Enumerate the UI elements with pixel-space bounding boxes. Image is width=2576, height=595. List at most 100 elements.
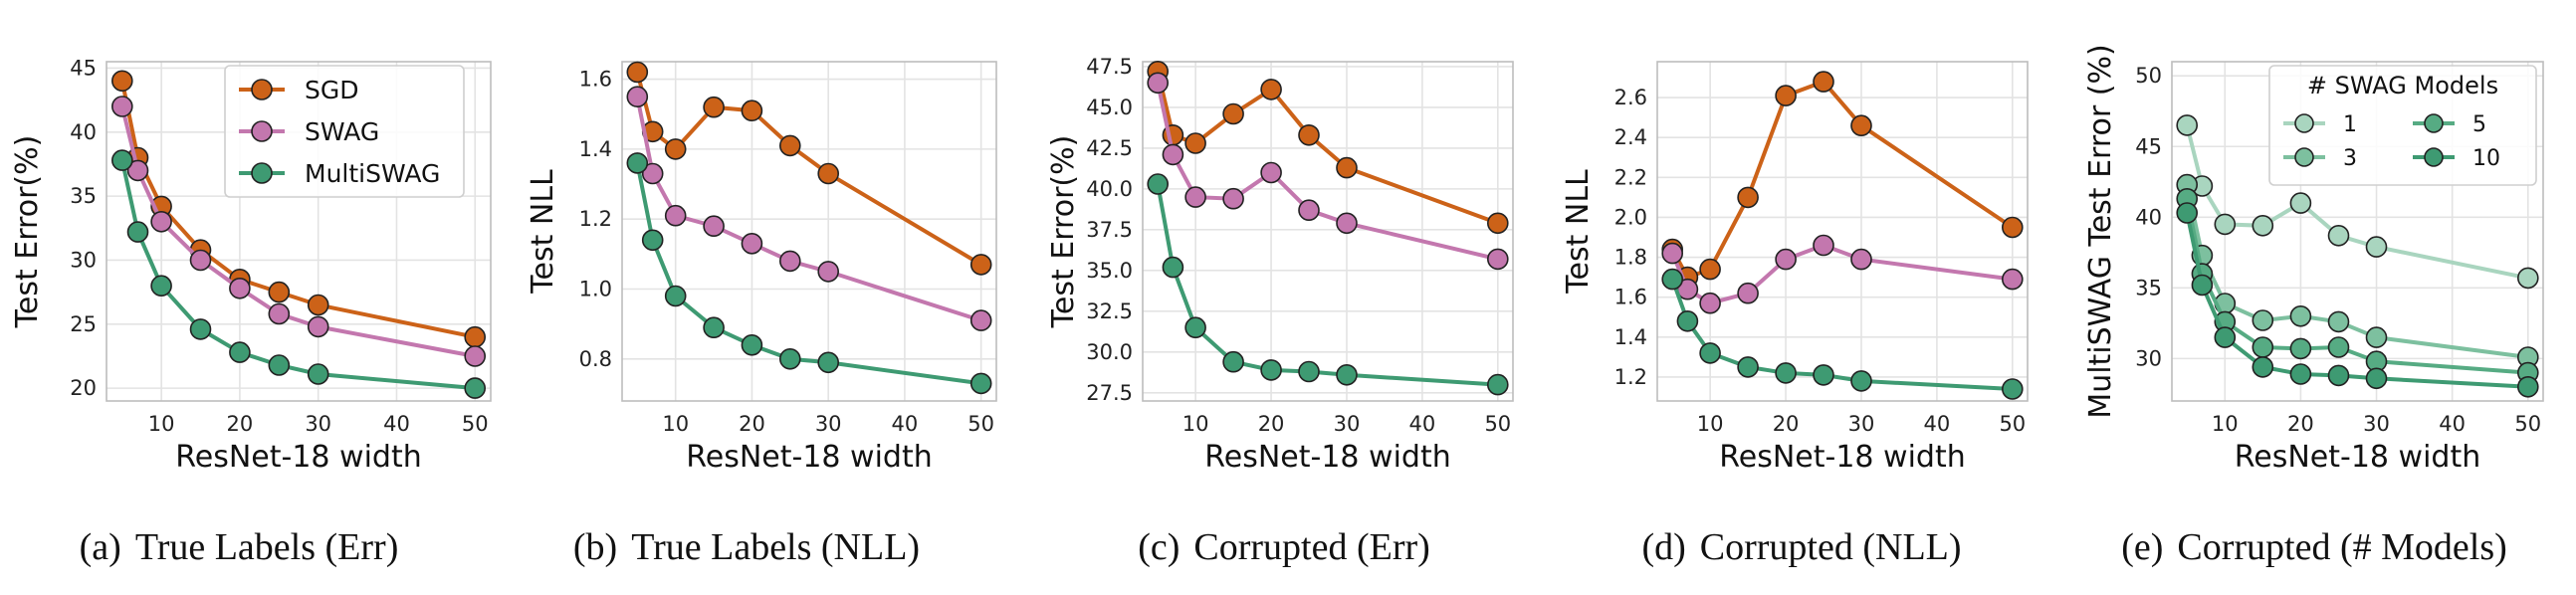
data-point bbox=[307, 315, 329, 338]
legend-marker bbox=[2424, 113, 2444, 133]
x-tick-label: 10 bbox=[1182, 412, 1209, 436]
data-point bbox=[2214, 326, 2237, 348]
x-tick-label: 20 bbox=[1773, 412, 1800, 436]
data-point bbox=[1184, 316, 1206, 339]
data-point bbox=[1699, 342, 1721, 364]
y-axis-label: Test Error(%) bbox=[1046, 135, 1081, 329]
data-point bbox=[1699, 292, 1721, 314]
y-tick-label: 45 bbox=[2135, 134, 2162, 158]
subfigure-caption: (b) True Labels (NLL) bbox=[573, 526, 920, 568]
data-point bbox=[1222, 187, 1244, 210]
data-point bbox=[1813, 71, 1834, 93]
x-axis-label: ResNet-18 width bbox=[1719, 440, 1965, 475]
x-tick-label: 40 bbox=[892, 412, 919, 436]
data-point bbox=[1222, 102, 1244, 125]
data-point bbox=[2252, 336, 2274, 358]
subfigure-caption: (e) Corrupted (# Models) bbox=[2121, 526, 2507, 568]
x-axis-label: ResNet-18 width bbox=[1204, 440, 1450, 475]
chart-panel-3: 10 20 30 40 50 27.5 30.0 32.5 35.0 37.5 40.0 42.5 45… bbox=[1046, 55, 1514, 568]
y-tick-label: 35 bbox=[70, 184, 97, 208]
data-point bbox=[126, 159, 149, 182]
data-point bbox=[703, 215, 725, 237]
legend-marker bbox=[2424, 147, 2444, 167]
data-point bbox=[1184, 132, 1206, 154]
caption-text: Corrupted (NLL) bbox=[1700, 526, 1962, 568]
legend-marker bbox=[2294, 113, 2314, 133]
data-point bbox=[2327, 336, 2350, 358]
data-point bbox=[464, 377, 487, 399]
legend-label: SGD bbox=[305, 76, 359, 104]
data-point bbox=[1298, 124, 1320, 146]
data-point bbox=[189, 318, 212, 340]
data-point bbox=[1147, 173, 1169, 195]
data-point bbox=[2327, 225, 2350, 247]
data-point bbox=[2252, 309, 2274, 331]
x-axis-label: ResNet-18 width bbox=[2235, 440, 2480, 475]
x-tick-label: 50 bbox=[2514, 412, 2541, 436]
data-point bbox=[464, 325, 487, 348]
data-point bbox=[2327, 364, 2350, 387]
plot-frame bbox=[1656, 61, 2029, 402]
data-point bbox=[1813, 364, 1834, 386]
legend-marker bbox=[2294, 147, 2314, 167]
data-point bbox=[969, 254, 992, 276]
data-point bbox=[2252, 215, 2274, 237]
data-point bbox=[1676, 309, 1699, 332]
caption-letter: (d) bbox=[1641, 526, 1685, 568]
data-point bbox=[2289, 304, 2312, 327]
series-line bbox=[635, 72, 982, 267]
data-point bbox=[1737, 356, 1759, 378]
y-tick-label: 2.0 bbox=[1614, 205, 1647, 229]
data-point bbox=[741, 333, 763, 356]
plot-frame bbox=[1142, 61, 1514, 402]
legend-label: 10 bbox=[2472, 146, 2500, 171]
data-point bbox=[2002, 268, 2024, 291]
caption-letter: (b) bbox=[573, 526, 617, 568]
y-tick-label: 50 bbox=[2135, 64, 2162, 88]
legend-label: 3 bbox=[2343, 146, 2357, 171]
legend-title: # SWAG Models bbox=[2307, 72, 2498, 99]
y-tick-label: 20 bbox=[70, 376, 97, 400]
x-tick-label: 20 bbox=[227, 412, 254, 436]
x-tick-label: 40 bbox=[383, 412, 410, 436]
data-point bbox=[741, 99, 763, 121]
series-line bbox=[1670, 79, 2014, 281]
x-tick-label: 20 bbox=[2287, 412, 2314, 436]
y-tick-label: 0.8 bbox=[579, 347, 612, 371]
caption-text: Corrupted (# Models) bbox=[2177, 526, 2506, 568]
data-point bbox=[1184, 186, 1206, 208]
data-point bbox=[1850, 248, 1872, 271]
y-tick-label: 30 bbox=[70, 248, 97, 272]
data-point bbox=[111, 96, 133, 117]
x-tick-label: 10 bbox=[662, 412, 689, 436]
series-line bbox=[1670, 243, 2014, 305]
y-tick-label: 32.5 bbox=[1086, 299, 1133, 323]
series-line bbox=[635, 96, 982, 323]
data-point bbox=[268, 281, 291, 303]
x-tick-label: 30 bbox=[1334, 412, 1361, 436]
data-point bbox=[1850, 370, 1872, 392]
plot-frame bbox=[621, 61, 997, 402]
data-point bbox=[641, 162, 664, 185]
data-point bbox=[1487, 373, 1509, 396]
series-line bbox=[1670, 278, 2013, 391]
data-point bbox=[229, 277, 251, 299]
y-axis-label: Test Error(%) bbox=[10, 135, 45, 329]
legend-frame bbox=[224, 65, 465, 198]
chart-panel-2: 10 20 30 40 50 0.8 1.0 1.2 1.4 1.6 ResNet-18 width… bbox=[526, 61, 997, 568]
y-tick-label: 1.6 bbox=[579, 68, 612, 92]
data-point bbox=[664, 285, 687, 307]
y-axis-label: Test NLL bbox=[1561, 169, 1596, 295]
data-point bbox=[229, 341, 251, 363]
y-tick-label: 2.4 bbox=[1614, 125, 1647, 149]
data-point bbox=[626, 61, 649, 84]
legend-marker bbox=[251, 162, 273, 184]
x-tick-label: 40 bbox=[1924, 412, 1951, 436]
data-point bbox=[778, 134, 801, 157]
data-point bbox=[2176, 202, 2198, 224]
subfigure-caption: (a) True Labels (Err) bbox=[80, 526, 399, 568]
caption-letter: (c) bbox=[1138, 526, 1180, 568]
data-point bbox=[1162, 256, 1184, 279]
